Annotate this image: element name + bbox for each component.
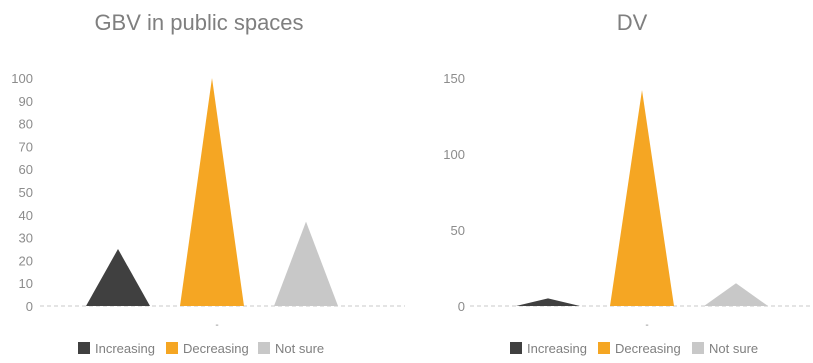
y-tick-label: 50 [19,185,33,200]
y-tick-label: 30 [19,231,33,246]
y-tick-label: 0 [458,299,465,314]
legend-label: Decreasing [183,341,249,356]
y-tick-label: 20 [19,253,33,268]
chart-title: GBV in public spaces [94,10,303,35]
legend-swatch-decreasing [166,342,178,354]
y-tick-label: 60 [19,162,33,177]
legend-swatch-not-sure [692,342,704,354]
bar-triangle-increasing [516,298,580,306]
legend-label: Decreasing [615,341,681,356]
legend-swatch-decreasing [598,342,610,354]
y-tick-label: 80 [19,117,33,132]
y-tick-label: 50 [451,223,465,238]
y-tick-label: 0 [26,299,33,314]
legend-label: Not sure [275,341,324,356]
y-tick-label: 100 [11,71,33,86]
legend-label: Increasing [527,341,587,356]
bar-triangle-not-sure [274,221,338,306]
legend-swatch-not-sure [258,342,270,354]
y-tick-label: 40 [19,208,33,223]
bar-triangle-not-sure [704,283,768,306]
chart-title: DV [617,10,648,35]
legend-swatch-increasing [510,342,522,354]
x-tick-label: - [215,320,218,331]
bar-triangle-decreasing [610,90,674,306]
bar-triangle-increasing [86,249,150,306]
legend-swatch-increasing [78,342,90,354]
legend-label: Increasing [95,341,155,356]
y-tick-label: 90 [19,94,33,109]
legend-label: Not sure [709,341,758,356]
bar-triangle-decreasing [180,78,244,306]
y-tick-label: 100 [443,147,465,162]
y-tick-label: 10 [19,276,33,291]
y-tick-label: 150 [443,71,465,86]
y-tick-label: 70 [19,139,33,154]
x-tick-label: - [645,320,648,331]
